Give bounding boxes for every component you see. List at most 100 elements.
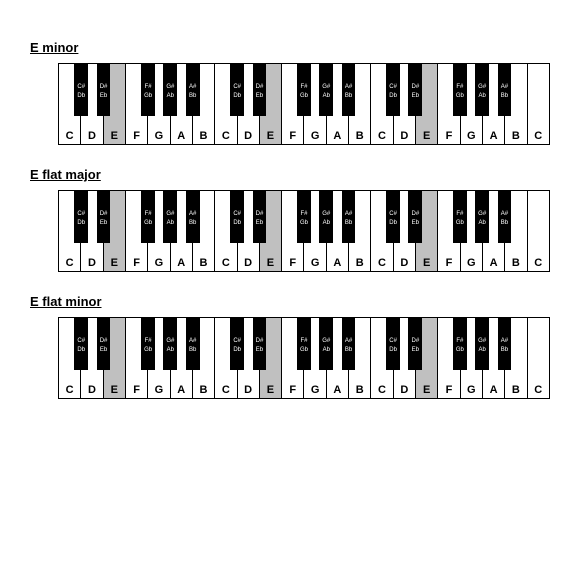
white-key-label: E xyxy=(267,130,274,142)
white-key: G xyxy=(304,318,326,398)
white-key: G xyxy=(148,318,170,398)
white-key-label: C xyxy=(222,130,230,142)
white-key-label: F xyxy=(133,130,140,142)
white-key: A xyxy=(171,318,193,398)
white-key-label: A xyxy=(333,130,341,142)
white-key-label: F xyxy=(446,257,453,269)
white-key: E xyxy=(104,64,126,144)
white-key-label: G xyxy=(155,130,164,142)
white-key-label: A xyxy=(177,130,185,142)
white-key: F xyxy=(126,64,148,144)
white-key: E xyxy=(104,191,126,271)
white-key-label: C xyxy=(222,384,230,396)
white-key-label: G xyxy=(467,130,476,142)
white-key: D xyxy=(81,191,103,271)
white-key: B xyxy=(193,191,215,271)
white-key: C xyxy=(215,64,237,144)
white-key: F xyxy=(282,191,304,271)
white-key: B xyxy=(349,64,371,144)
white-key: F xyxy=(438,191,460,271)
white-key-label: D xyxy=(244,384,252,396)
white-key-label: E xyxy=(111,130,118,142)
white-key-label: E xyxy=(423,130,430,142)
white-key: F xyxy=(438,64,460,144)
white-key: D xyxy=(238,64,260,144)
white-key-label: G xyxy=(311,130,320,142)
white-key: B xyxy=(193,318,215,398)
white-key-label: D xyxy=(400,257,408,269)
white-key-label: F xyxy=(289,130,296,142)
white-key-label: F xyxy=(289,384,296,396)
white-key: C xyxy=(215,191,237,271)
scale-title: E flat minor xyxy=(30,294,560,309)
white-key: C xyxy=(59,191,81,271)
white-key-label: G xyxy=(311,257,320,269)
white-key: C xyxy=(215,318,237,398)
white-key-label: F xyxy=(133,257,140,269)
white-key-label: B xyxy=(512,130,520,142)
white-key: C xyxy=(528,318,549,398)
white-key-label: D xyxy=(88,257,96,269)
white-key-label: C xyxy=(66,130,74,142)
white-key-label: E xyxy=(111,257,118,269)
white-key-label: E xyxy=(267,384,274,396)
white-key: E xyxy=(416,318,438,398)
white-key: C xyxy=(371,64,393,144)
white-key: A xyxy=(483,64,505,144)
white-key-label: D xyxy=(244,257,252,269)
scale-title: E flat major xyxy=(30,167,560,182)
white-key-label: G xyxy=(467,257,476,269)
white-key: G xyxy=(304,191,326,271)
white-key-label: G xyxy=(155,384,164,396)
white-key-label: C xyxy=(378,384,386,396)
white-key-label: G xyxy=(467,384,476,396)
white-key: G xyxy=(148,191,170,271)
white-key: G xyxy=(461,191,483,271)
white-key: E xyxy=(260,191,282,271)
white-key-label: E xyxy=(267,257,274,269)
white-key: G xyxy=(461,318,483,398)
white-key-label: B xyxy=(512,384,520,396)
white-key: A xyxy=(327,191,349,271)
white-key: D xyxy=(238,191,260,271)
scale-block: E flat majorCDEFGABCDEFGABCDEFGABCC#DbD#… xyxy=(20,167,560,272)
white-key-label: F xyxy=(289,257,296,269)
white-key-label: A xyxy=(333,257,341,269)
white-key-label: E xyxy=(111,384,118,396)
white-key: E xyxy=(260,318,282,398)
white-key-label: B xyxy=(356,130,364,142)
white-key-label: C xyxy=(222,257,230,269)
white-key: D xyxy=(394,64,416,144)
white-key: A xyxy=(483,191,505,271)
white-key-label: D xyxy=(244,130,252,142)
white-key-label: B xyxy=(356,257,364,269)
white-key: F xyxy=(126,191,148,271)
white-key-label: F xyxy=(133,384,140,396)
white-key: E xyxy=(104,318,126,398)
white-key-label: B xyxy=(200,384,208,396)
white-key-label: A xyxy=(490,384,498,396)
white-key-label: F xyxy=(446,130,453,142)
white-key-label: A xyxy=(490,130,498,142)
keyboard: CDEFGABCDEFGABCDEFGABCC#DbD#EbF#GbG#AbA#… xyxy=(58,63,550,145)
white-key: A xyxy=(171,64,193,144)
white-key: E xyxy=(260,64,282,144)
white-key: E xyxy=(416,64,438,144)
white-key: C xyxy=(59,64,81,144)
white-key-label: E xyxy=(423,257,430,269)
white-key: C xyxy=(528,64,549,144)
white-key-label: B xyxy=(356,384,364,396)
white-key-label: B xyxy=(200,130,208,142)
white-key: C xyxy=(528,191,549,271)
white-key-label: C xyxy=(534,384,542,396)
white-key: D xyxy=(81,318,103,398)
white-key: F xyxy=(282,64,304,144)
white-key-label: A xyxy=(177,384,185,396)
white-key-label: E xyxy=(423,384,430,396)
white-key-label: D xyxy=(88,384,96,396)
keyboard: CDEFGABCDEFGABCDEFGABCC#DbD#EbF#GbG#AbA#… xyxy=(58,190,550,272)
white-key: F xyxy=(438,318,460,398)
white-key-row: CDEFGABCDEFGABCDEFGABC xyxy=(59,318,549,398)
white-key-label: G xyxy=(155,257,164,269)
white-key: E xyxy=(416,191,438,271)
